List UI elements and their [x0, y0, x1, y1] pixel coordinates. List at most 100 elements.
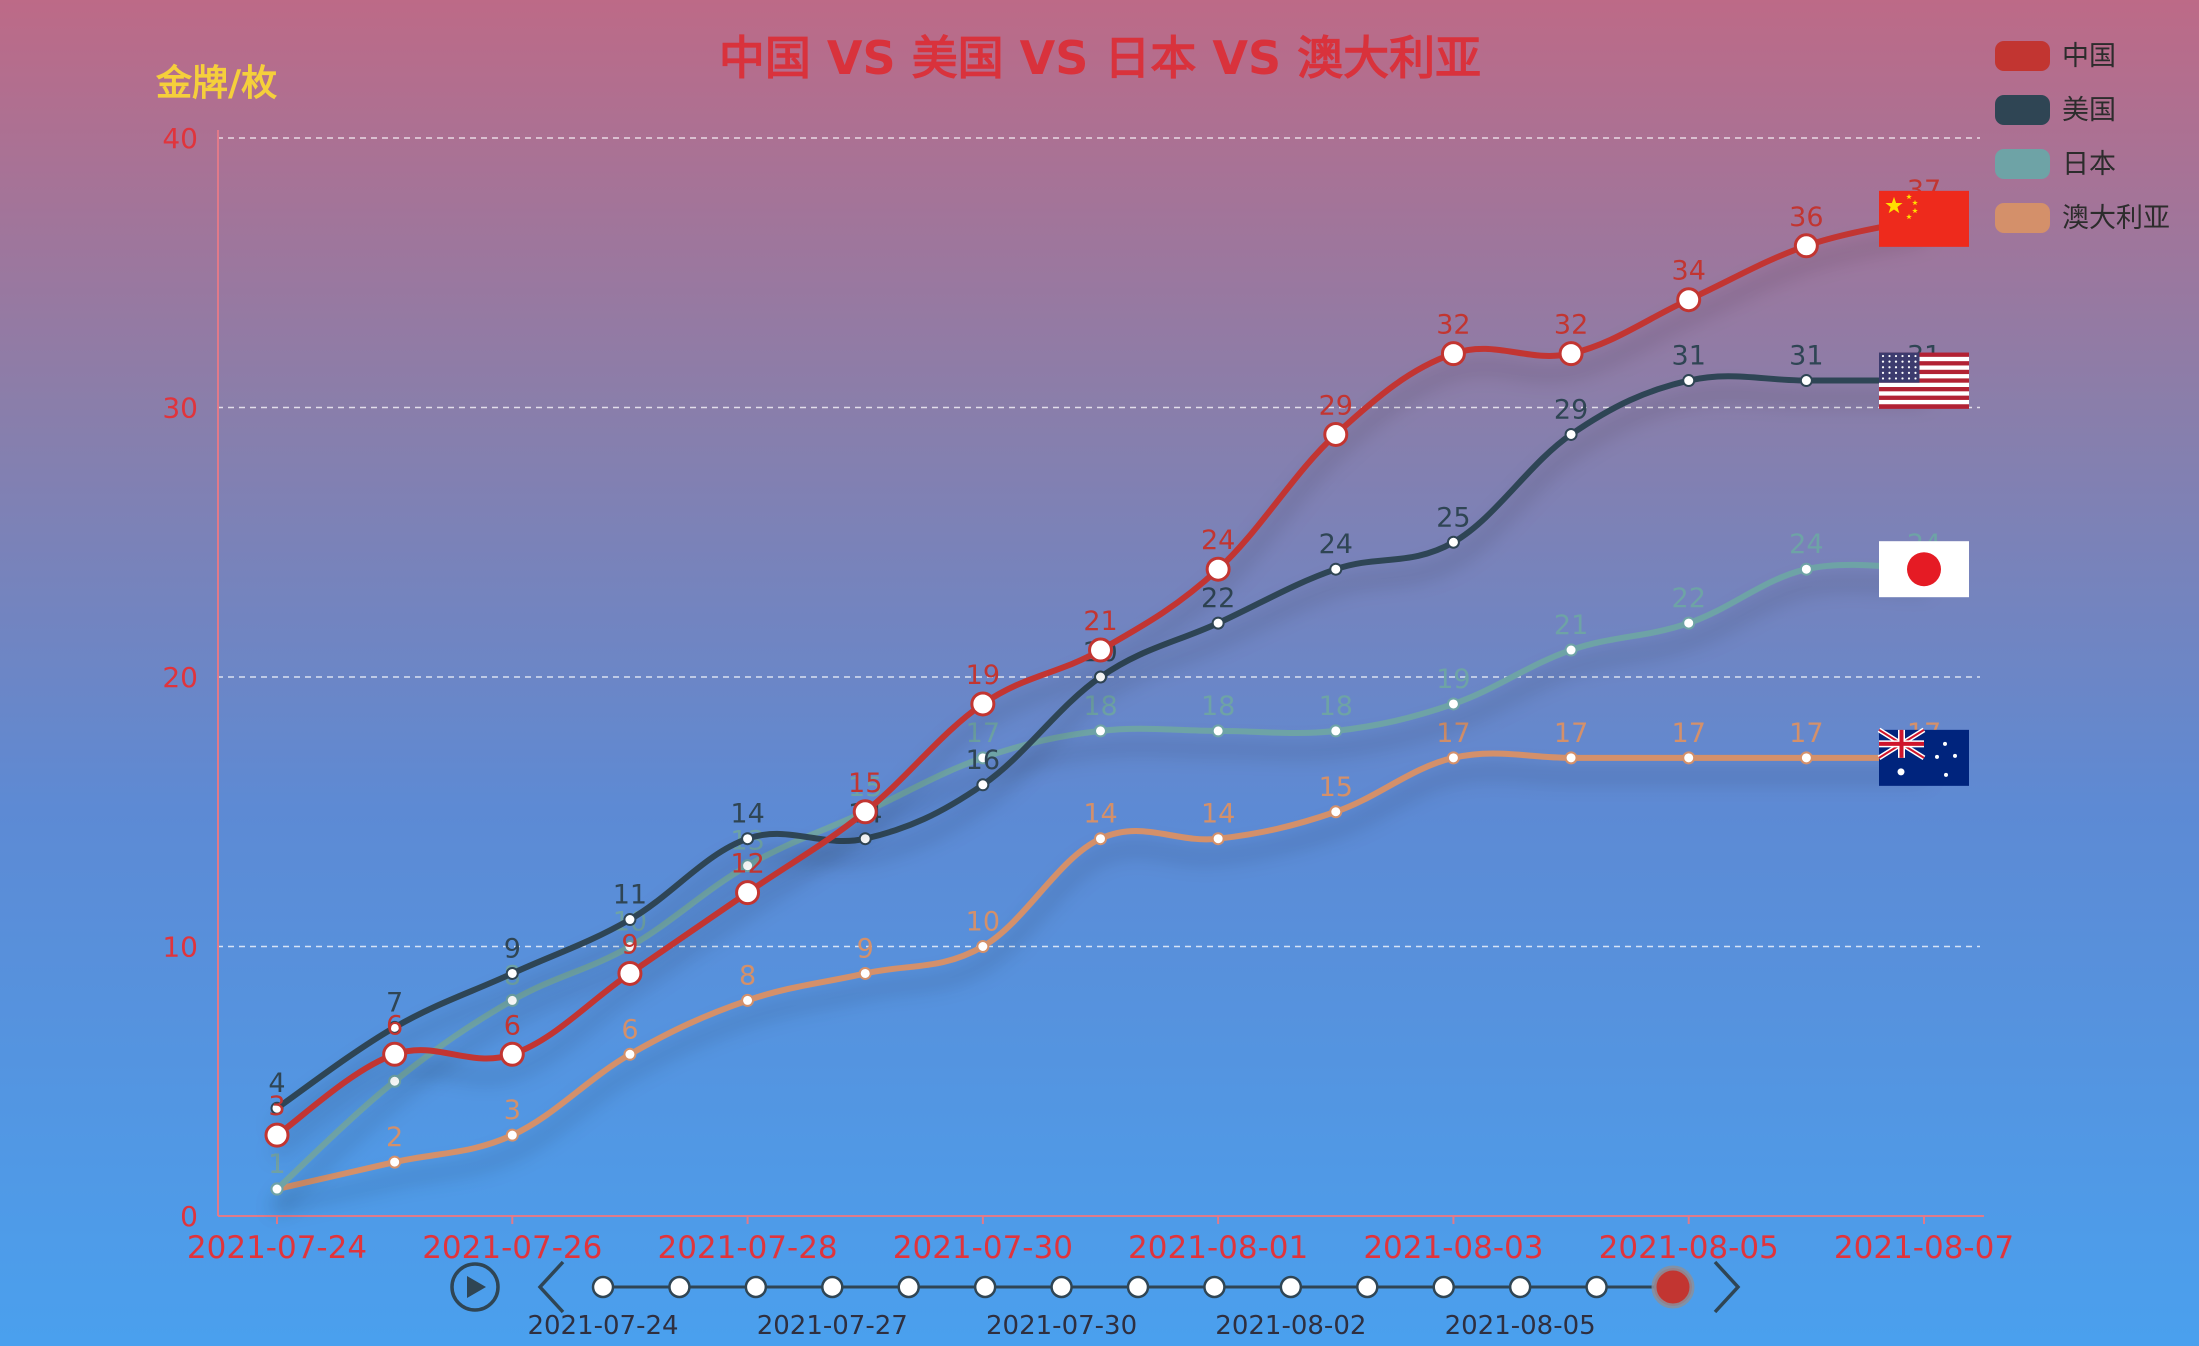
data-point[interactable] [1682, 374, 1696, 388]
usa-flag [1879, 352, 1969, 409]
timeline-point[interactable] [1279, 1275, 1303, 1299]
data-point[interactable] [264, 1122, 290, 1148]
data-point[interactable] [741, 832, 755, 846]
data-label: 21 [1554, 610, 1588, 641]
flag-star [1935, 754, 1939, 759]
data-point[interactable] [1676, 287, 1702, 313]
y-tick-label: 20 [162, 661, 198, 694]
data-point[interactable] [1446, 535, 1460, 549]
flag-cross [1879, 741, 1924, 746]
timeline-point[interactable] [821, 1275, 844, 1299]
data-point[interactable] [1211, 724, 1225, 738]
data-point[interactable] [623, 913, 637, 927]
data-point[interactable] [1564, 643, 1578, 657]
data-point[interactable] [858, 832, 872, 846]
data-point[interactable] [1088, 637, 1113, 663]
data-point[interactable] [382, 1041, 408, 1067]
data-point[interactable] [970, 691, 996, 717]
legend-item-australia[interactable]: 澳大利亚 [1995, 203, 2170, 234]
timeline-current-point[interactable] [1651, 1265, 1695, 1309]
timeline-point[interactable] [973, 1275, 997, 1299]
play-button[interactable] [450, 1262, 500, 1312]
data-point[interactable] [1799, 751, 1813, 765]
data-point[interactable] [1446, 697, 1460, 711]
data-point[interactable] [1205, 556, 1231, 582]
timeline-label: 2021-07-24 [527, 1311, 678, 1341]
data-point[interactable] [1446, 751, 1460, 765]
data-point[interactable] [1329, 724, 1343, 738]
data-point[interactable] [1682, 751, 1696, 765]
next-button[interactable] [1713, 1260, 1741, 1314]
data-label: 31 [1789, 341, 1823, 372]
timeline-point[interactable] [1432, 1275, 1455, 1299]
flag-star [1888, 360, 1891, 363]
timeline-control[interactable]: 2021-07-24 2021-07-27 2021-07-30 2021-08-02… [450, 1260, 1741, 1341]
flag-star [1881, 366, 1885, 369]
data-point[interactable] [623, 1047, 637, 1061]
data-point[interactable] [1323, 421, 1349, 447]
timeline-point[interactable] [897, 1275, 920, 1299]
data-point[interactable] [976, 751, 990, 765]
data-point[interactable] [976, 940, 990, 953]
data-point[interactable] [735, 880, 761, 906]
data-point[interactable] [1564, 427, 1578, 441]
data-point[interactable] [1094, 832, 1107, 846]
flag-star [1944, 772, 1948, 777]
flag-star [1901, 371, 1904, 374]
timeline-point[interactable] [1508, 1275, 1532, 1299]
data-point[interactable] [1329, 805, 1343, 819]
data-point[interactable] [1211, 832, 1225, 846]
data-point[interactable] [976, 778, 990, 792]
legend-item-japan[interactable]: 日本 [1995, 149, 2116, 180]
data-point[interactable] [1558, 341, 1584, 367]
timeline-point[interactable] [591, 1275, 615, 1299]
flag-stripe [1879, 391, 1969, 396]
timeline-point[interactable] [1585, 1275, 1608, 1299]
data-point[interactable] [1094, 724, 1107, 738]
timeline-point[interactable] [744, 1275, 768, 1299]
data-point[interactable] [505, 1128, 519, 1142]
timeline-point[interactable] [1126, 1275, 1150, 1299]
data-point[interactable] [499, 1041, 525, 1067]
data-point[interactable] [1440, 341, 1466, 367]
data-point[interactable] [270, 1182, 284, 1196]
data-point[interactable] [270, 1101, 284, 1115]
legend-item-usa[interactable]: 美国 [1995, 95, 2116, 126]
data-point[interactable] [741, 859, 755, 873]
flag-star [1914, 354, 1917, 358]
timeline-point[interactable] [668, 1275, 691, 1299]
data-label: 18 [1083, 691, 1117, 722]
data-point[interactable] [1211, 616, 1225, 630]
data-point[interactable] [852, 799, 878, 825]
data-point[interactable] [1799, 374, 1813, 388]
data-point[interactable] [858, 966, 872, 980]
timeline-point[interactable] [1356, 1275, 1379, 1299]
legend-item-china[interactable]: 中国 [1995, 41, 2116, 72]
timeline-point[interactable] [1050, 1275, 1073, 1299]
data-point[interactable] [388, 1155, 402, 1169]
data-point[interactable] [1799, 562, 1813, 576]
data-point[interactable] [1682, 616, 1696, 630]
y-axis-ticks: 0 10 20 30 40 [162, 122, 198, 1233]
legend-label: 澳大利亚 [2062, 203, 2170, 234]
data-point[interactable] [505, 966, 519, 980]
data-point[interactable] [1564, 751, 1578, 765]
data-label: 17 [1554, 718, 1588, 749]
timeline-point[interactable] [1203, 1275, 1226, 1299]
x-tick-label: 2021-07-24 [187, 1230, 367, 1266]
data-point[interactable] [1094, 670, 1107, 684]
data-point[interactable] [388, 1020, 402, 1034]
data-label: 9 [504, 933, 521, 964]
prev-button[interactable] [537, 1260, 565, 1314]
data-point[interactable] [1329, 562, 1343, 576]
data-point[interactable] [505, 993, 519, 1007]
data-label: 14 [1201, 799, 1235, 830]
data-point[interactable] [623, 940, 637, 953]
data-point[interactable] [388, 1074, 402, 1088]
data-point[interactable] [741, 993, 755, 1007]
flag-stripe [1879, 356, 1969, 362]
data-point[interactable] [617, 960, 643, 986]
data-point[interactable] [1793, 233, 1819, 259]
flag-star [1888, 377, 1891, 380]
